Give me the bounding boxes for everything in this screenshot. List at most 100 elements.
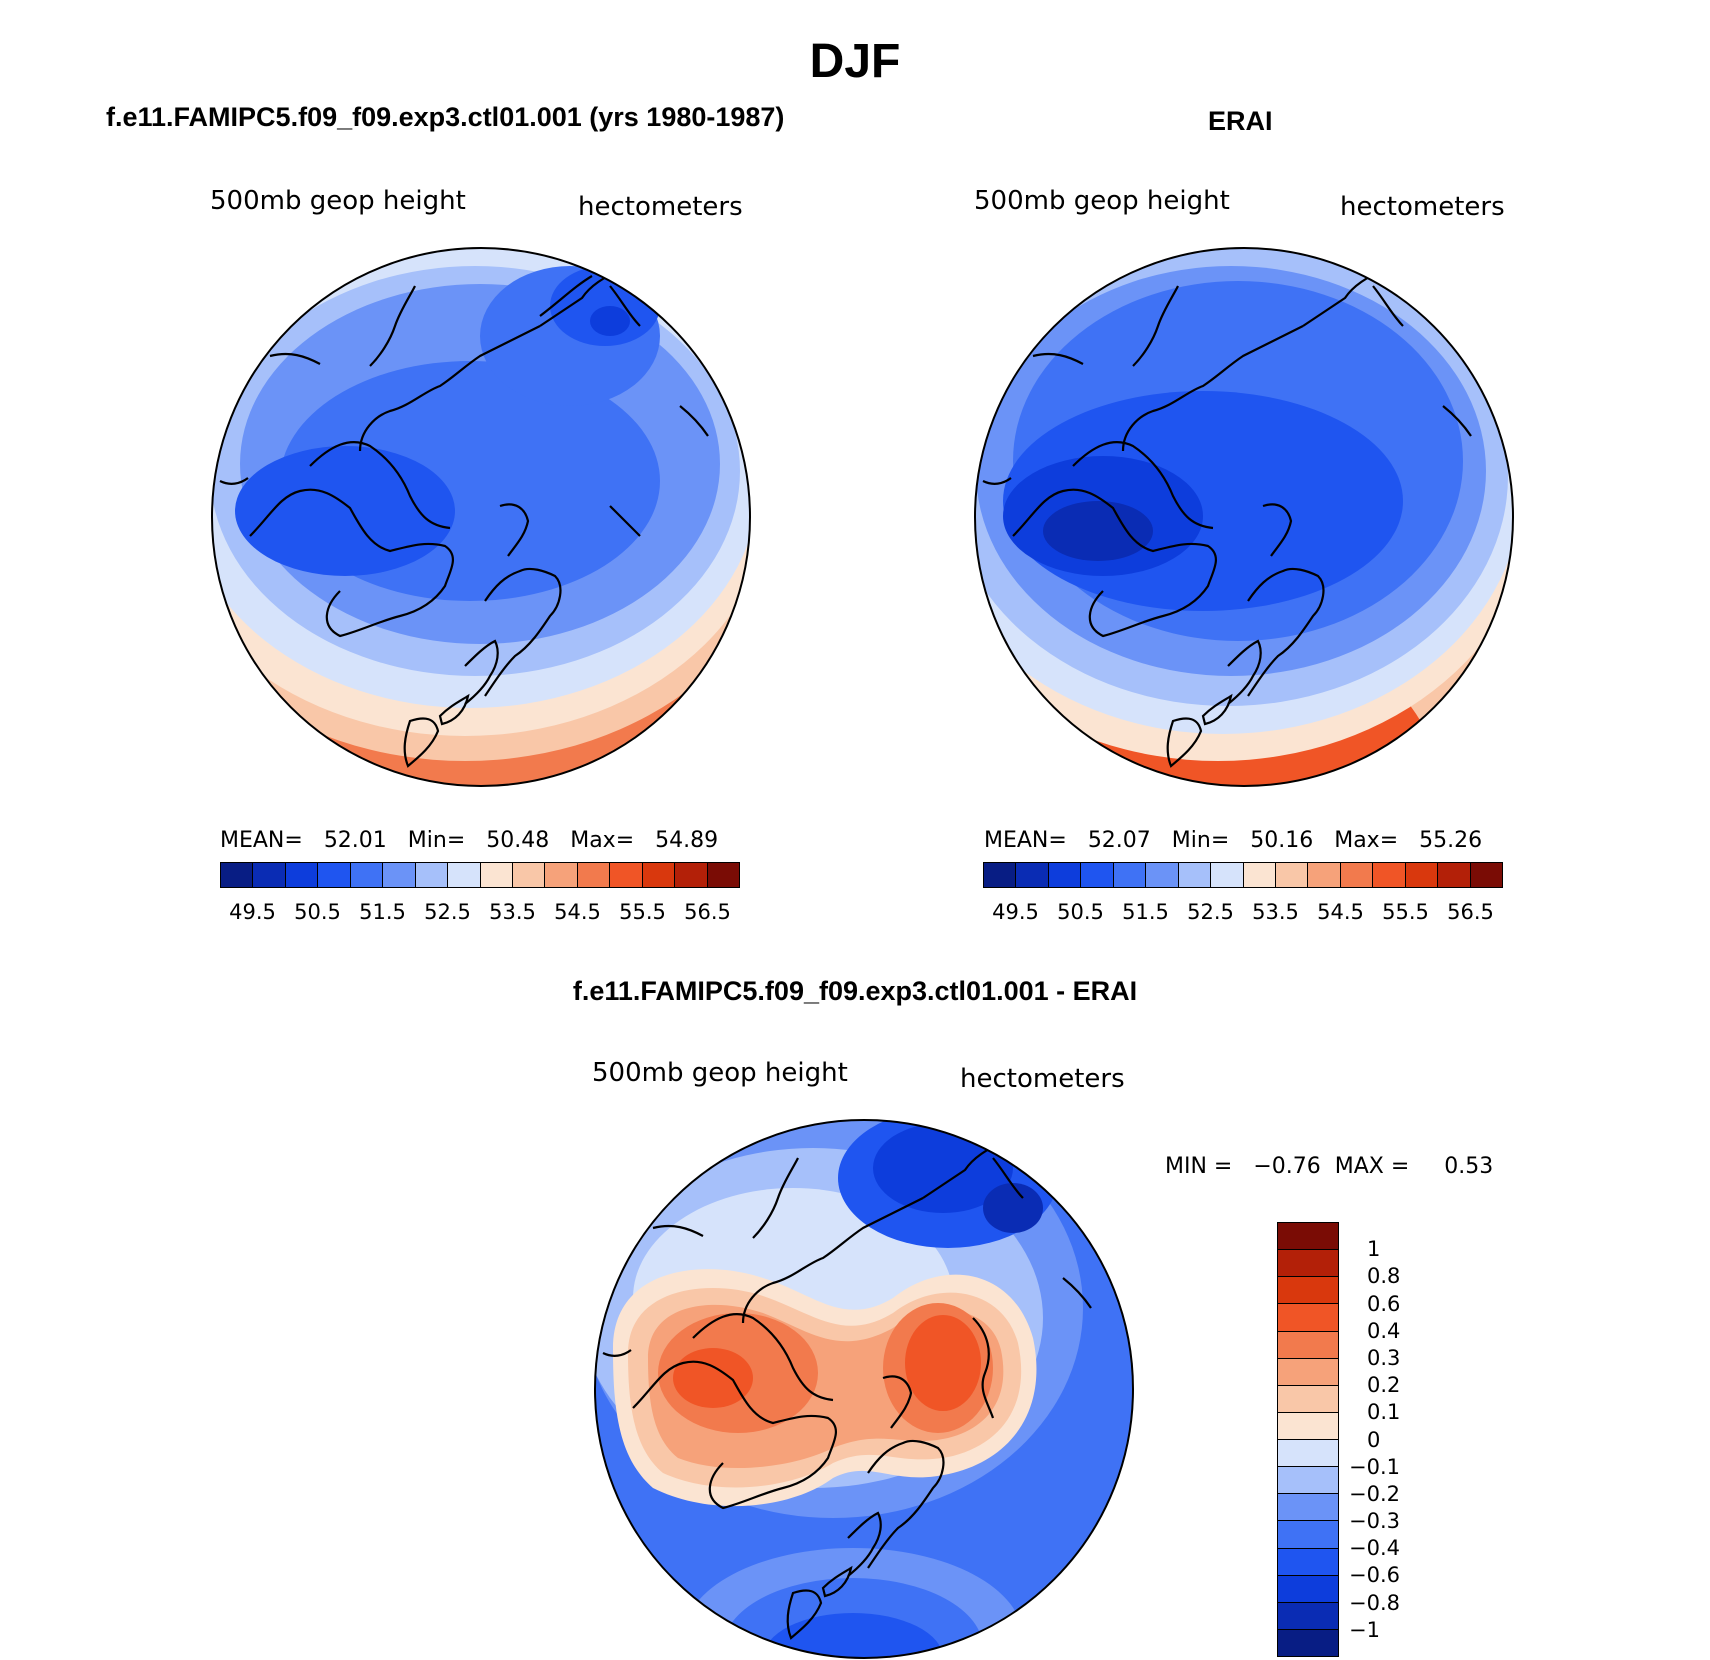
colorbar-swatch	[1278, 1331, 1338, 1359]
colorbar-tick-label: 49.5	[992, 900, 1039, 924]
colorbar-swatch	[1146, 863, 1179, 887]
panel-3-title: f.e11.FAMIPC5.f09_f09.exp3.ctl01.001 - E…	[572, 976, 1138, 1006]
panel-3-map	[594, 1119, 1134, 1659]
colorbar-swatch	[1081, 863, 1114, 887]
colorbar-swatch	[642, 863, 676, 887]
colorbar-tick-label: −0.2	[1349, 1481, 1400, 1506]
colorbar-swatch	[1340, 863, 1374, 887]
colorbar-swatch	[707, 863, 739, 887]
colorbar-swatch	[1278, 1358, 1338, 1386]
colorbar-swatch	[285, 863, 319, 887]
colorbar-tick-label: 56.5	[1447, 900, 1494, 924]
colorbar-swatch	[415, 863, 449, 887]
colorbar-swatch	[1405, 863, 1439, 887]
figure-title: DJF	[809, 35, 901, 88]
colorbar-swatch	[1278, 1440, 1338, 1468]
panel-1-colorbar-ticks: 49.5 50.5 51.5 52.5 53.5 54.5 55.5 56.5	[220, 900, 740, 926]
colorbar-swatch	[1278, 1575, 1338, 1603]
panel-1-title: f.e11.FAMIPC5.f09_f09.exp3.ctl01.001 (yr…	[106, 102, 785, 132]
panel-2-max-label: Max=	[1334, 828, 1399, 853]
panel-2-units-label: hectometers	[1340, 192, 1505, 222]
colorbar-swatch	[383, 863, 416, 887]
colorbar-swatch	[1278, 1412, 1338, 1440]
colorbar-tick-label: 56.5	[684, 900, 731, 924]
colorbar-tick-label: 55.5	[619, 900, 666, 924]
colorbar-tick-label: 0.1	[1367, 1400, 1401, 1425]
panel-2-min-value: 50.16	[1250, 828, 1314, 853]
panel-3-colorbar-ticks: 1 0.8 0.6 0.4 0.3 0.2 0.1 0 −0.1 −0.2 −0.3 −0.4 −0.6…	[1349, 1222, 1429, 1657]
colorbar-swatch	[512, 863, 546, 887]
colorbar-swatch	[1275, 863, 1309, 887]
colorbar-tick-label: −0.4	[1349, 1536, 1400, 1561]
panel-2-mean-value: 52.07	[1087, 828, 1151, 853]
colorbar-tick-label: 55.5	[1382, 900, 1429, 924]
colorbar-tick-label: 49.5	[229, 900, 276, 924]
panel-1-min-value: 50.48	[486, 828, 550, 853]
colorbar-swatch	[1211, 863, 1244, 887]
colorbar-swatch	[1278, 1223, 1338, 1251]
colorbar-swatch	[480, 863, 513, 887]
colorbar-swatch	[318, 863, 351, 887]
colorbar-swatch	[1278, 1277, 1338, 1305]
colorbar-swatch	[1470, 863, 1502, 887]
panel-3-colorbar	[1277, 1222, 1339, 1657]
panel-2-colorbar-ticks: 49.5 50.5 51.5 52.5 53.5 54.5 55.5 56.5	[983, 900, 1503, 926]
colorbar-tick-label: 0.2	[1367, 1373, 1401, 1398]
colorbar-swatch	[1278, 1304, 1338, 1332]
colorbar-swatch	[577, 863, 611, 887]
colorbar-swatch	[1278, 1602, 1338, 1630]
colorbar-tick-label: 0.4	[1367, 1318, 1401, 1343]
colorbar-swatch	[448, 863, 481, 887]
colorbar-swatch	[1243, 863, 1276, 887]
colorbar-tick-label: 51.5	[359, 900, 406, 924]
colorbar-tick-label: −1	[1349, 1617, 1380, 1642]
panel-2-variable-label: 500mb geop height	[974, 186, 1230, 216]
colorbar-swatch	[1308, 863, 1341, 887]
colorbar-tick-label: 53.5	[489, 900, 536, 924]
colorbar-tick-label: 52.5	[424, 900, 471, 924]
colorbar-tick-label: 0.3	[1367, 1345, 1401, 1370]
panel-3-stats: MIN = −0.76 MAX = 0.53	[1165, 1154, 1493, 1179]
colorbar-tick-label: 0.8	[1367, 1264, 1401, 1289]
colorbar-swatch	[1048, 863, 1082, 887]
panel-1-colorbar	[220, 862, 740, 888]
panel-1-max-value: 54.89	[655, 828, 719, 853]
colorbar-swatch	[1278, 1629, 1338, 1656]
panel-1-variable-label: 500mb geop height	[210, 186, 466, 216]
colorbar-swatch	[221, 863, 254, 887]
panel-2-min-label: Min=	[1171, 828, 1230, 853]
panel-1-stats: MEAN= 52.01 Min= 50.48 Max= 54.89	[220, 828, 718, 853]
panel-1-units-label: hectometers	[578, 192, 743, 222]
panel-2-map	[974, 247, 1514, 787]
colorbar-tick-label: 53.5	[1252, 900, 1299, 924]
panel-2-colorbar	[983, 862, 1503, 888]
panel-2-max-value: 55.26	[1419, 828, 1483, 853]
colorbar-swatch	[984, 863, 1017, 887]
panel-2-stats: MEAN= 52.07 Min= 50.16 Max= 55.26	[984, 828, 1482, 853]
panel-1-max-label: Max=	[570, 828, 635, 853]
panel-1-mean-value: 52.01	[323, 828, 387, 853]
panel-3-min-label: MIN =	[1165, 1154, 1233, 1179]
colorbar-tick-label: 52.5	[1187, 900, 1234, 924]
colorbar-tick-label: 54.5	[1317, 900, 1364, 924]
colorbar-tick-label: 0.6	[1367, 1291, 1401, 1316]
colorbar-tick-label: −0.6	[1349, 1563, 1400, 1588]
colorbar-swatch	[610, 863, 643, 887]
panel-1-mean-label: MEAN=	[220, 828, 303, 853]
colorbar-tick-label: 51.5	[1122, 900, 1169, 924]
panel-3-max-value: 0.53	[1444, 1154, 1494, 1179]
colorbar-tick-label: 0	[1367, 1427, 1381, 1452]
colorbar-swatch	[1278, 1385, 1338, 1413]
colorbar-tick-label: 50.5	[1057, 900, 1104, 924]
colorbar-tick-label: −0.3	[1349, 1509, 1400, 1534]
colorbar-swatch	[1278, 1250, 1338, 1278]
colorbar-swatch	[1278, 1494, 1338, 1522]
colorbar-tick-label: −0.1	[1349, 1454, 1400, 1479]
colorbar-swatch	[1373, 863, 1406, 887]
colorbar-swatch	[350, 863, 384, 887]
panel-1-min-label: Min=	[407, 828, 466, 853]
panel-3-units-label: hectometers	[960, 1064, 1125, 1094]
colorbar-tick-label: 50.5	[294, 900, 341, 924]
panel-1-map	[211, 247, 751, 787]
panel-2-title: ERAI	[1208, 106, 1273, 136]
